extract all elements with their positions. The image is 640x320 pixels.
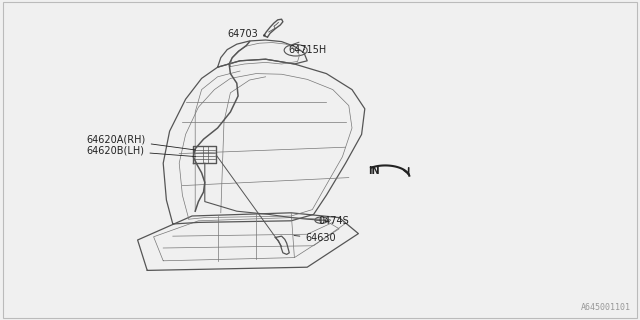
Text: 64620A(RH): 64620A(RH) [86, 134, 196, 150]
Text: 64715H: 64715H [288, 44, 326, 55]
Text: 64703: 64703 [227, 28, 266, 39]
Text: A645001101: A645001101 [580, 303, 630, 312]
Text: IN: IN [369, 166, 380, 176]
Text: 64630: 64630 [294, 233, 336, 244]
Text: 64620B(LH): 64620B(LH) [86, 145, 196, 156]
Text: 0474S: 0474S [318, 216, 349, 226]
